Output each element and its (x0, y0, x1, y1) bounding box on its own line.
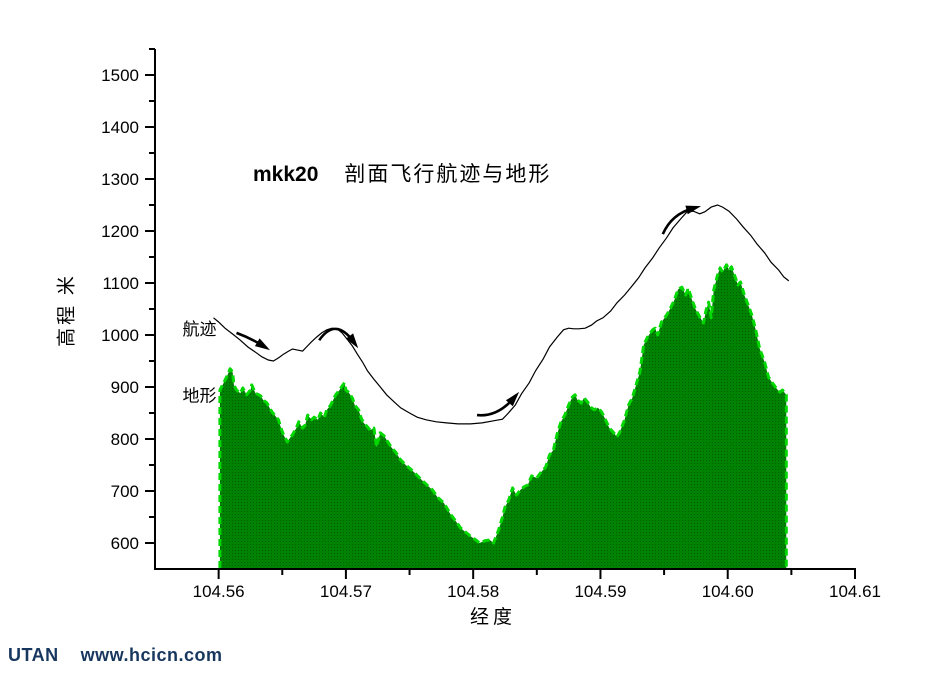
x-tick-label-104.56: 104.56 (193, 582, 245, 601)
y-tick-label-1500: 1500 (101, 66, 139, 85)
flight-direction-arrowhead-1 (254, 338, 270, 351)
y-axis-title: 高程 米 (56, 273, 78, 347)
y-tick-label-600: 600 (111, 534, 139, 553)
x-tick-label-104.61: 104.61 (829, 582, 881, 601)
terrain-area (219, 264, 787, 568)
y-tick-label-1400: 1400 (101, 118, 139, 137)
watermark: UTAN www.hcicn.com (8, 645, 223, 666)
y-tick-label-900: 900 (111, 378, 139, 397)
y-tick-label-700: 700 (111, 482, 139, 501)
y-tick-label-1000: 1000 (101, 326, 139, 345)
watermark-brand: UTAN (8, 645, 59, 665)
x-tick-label-104.59: 104.59 (574, 582, 626, 601)
series-label-terrain: 地形 (183, 386, 217, 405)
x-axis-title: 经度 (469, 607, 517, 628)
chart-title-id: mkk20 (253, 163, 319, 186)
series-label-trajectory: 航迹 (183, 320, 217, 339)
chart-title-text: 剖面飞行航迹与地形 (344, 162, 552, 186)
y-tick-label-1100: 1100 (102, 274, 139, 293)
x-tick-label-104.58: 104.58 (447, 582, 499, 601)
flight-direction-arrowhead-4 (685, 205, 702, 215)
y-tick-label-1300: 1300 (101, 170, 139, 189)
terrain-outline (218, 263, 788, 568)
y-tick-label-800: 800 (111, 430, 139, 449)
flight-path-line (213, 204, 790, 425)
x-tick-label-104.57: 104.57 (320, 582, 372, 601)
chart-title: mkk20 剖面飞行航迹与地形 (253, 158, 551, 188)
flight-direction-arrowhead-2 (345, 333, 359, 349)
watermark-url: www.hcicn.com (80, 645, 223, 665)
flight-direction-arrowhead-3 (505, 391, 520, 407)
y-tick-label-1200: 1200 (101, 222, 139, 241)
x-tick-label-104.60: 104.60 (702, 582, 754, 601)
